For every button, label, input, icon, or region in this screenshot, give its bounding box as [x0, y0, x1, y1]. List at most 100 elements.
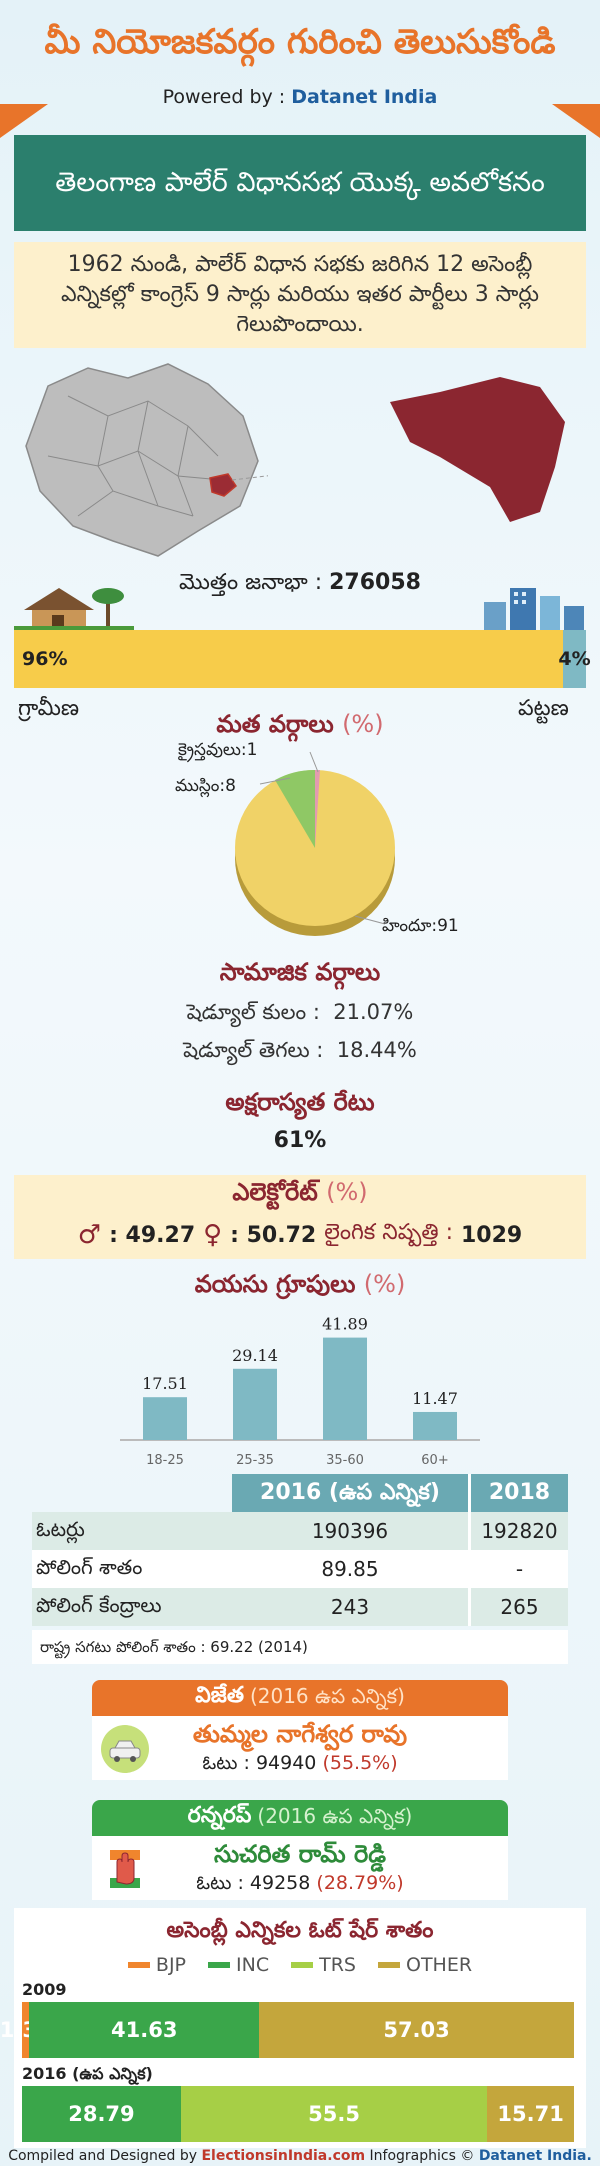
- female-pct: : 50.72: [230, 1222, 317, 1248]
- age-bar: [233, 1368, 277, 1440]
- legend-label: TRS: [319, 1954, 356, 1976]
- st-value: 18.44%: [336, 1038, 417, 1062]
- winner-header: విజేత (2016 ఉప ఎన్నిక): [92, 1680, 508, 1716]
- urban-bar-segment: 4%: [558, 630, 591, 688]
- state-average-note: రాష్ట్ర సగటు పోలింగ్ శాతం : 69.22 (2014): [32, 1630, 568, 1664]
- legend-swatch: [378, 1962, 400, 1968]
- legend-item: BJP: [127, 1954, 187, 1976]
- age-title: వయసు గ్రూపులు (%): [0, 1270, 600, 1304]
- footer-compiled: Compiled and Designed by: [8, 2148, 202, 2164]
- runner-up-title: రన్నరప్: [187, 1803, 252, 1828]
- row-value-2018: 192820: [468, 1512, 568, 1550]
- vote-share-bar-2016: 28.79 55.5 15.71: [22, 2086, 574, 2142]
- electorate-panel: [14, 1175, 586, 1259]
- age-category-label: 35-60: [326, 1453, 364, 1468]
- population-bar: 96% 4%: [14, 630, 591, 688]
- legend-swatch: [208, 1962, 231, 1968]
- age-bar-value: 17.51: [142, 1374, 188, 1393]
- table-col-2018: 2018: [468, 1474, 568, 1512]
- urban-pct: 4%: [558, 648, 591, 670]
- winner-body: తుమ్మల నాగేశ్వర రావు ఓటు : 94940 (55.5%): [92, 1716, 508, 1780]
- vote-share-segment: 41.63: [29, 2002, 260, 2058]
- vote-share-segment: 28.79: [22, 2086, 181, 2142]
- age-category-label: 60+: [421, 1453, 448, 1468]
- age-unit: (%): [363, 1270, 406, 1298]
- sex-ratio-value: 1029: [460, 1222, 523, 1248]
- row-value-2016: 243: [330, 1595, 370, 1619]
- state-map: [25, 363, 268, 557]
- car-icon: [101, 1725, 149, 1773]
- religion-title-text: మత వర్గాలు: [216, 710, 334, 738]
- year-2009-label: 2009: [22, 1980, 67, 1999]
- corner-decoration-left: [0, 104, 48, 138]
- row-value-2016: 89.85: [321, 1557, 379, 1581]
- constituency-map: [390, 377, 565, 522]
- page-title: మీ నియోజకవర్గం గురించి తెలుసుకోండి: [44, 22, 556, 62]
- age-bar: [413, 1411, 457, 1440]
- row-value-2016: 190396: [311, 1519, 389, 1543]
- literacy-value: 61%: [273, 1128, 327, 1153]
- winner-name: తుమ్మల నాగేశ్వర రావు: [192, 1720, 408, 1748]
- city-icon: [484, 588, 584, 630]
- table-header: 2016 (ఉప ఎన్నిక) 2018: [32, 1474, 568, 1512]
- legend-swatch: [127, 1962, 150, 1968]
- age-bar-value: 29.14: [232, 1346, 278, 1365]
- footer-elections-in-india: ElectionsinIndia.com: [201, 2148, 366, 2164]
- legend-label: OTHER: [406, 1954, 473, 1976]
- runner-up-votes: ఓటు : 49258 (28.79%): [92, 1872, 508, 1899]
- age-title-text: వయసు గ్రూపులు: [194, 1270, 356, 1298]
- corner-decoration-right: [552, 104, 600, 138]
- table-col-2016: 2016 (ఉప ఎన్నిక): [232, 1474, 468, 1512]
- legend-label: BJP: [155, 1954, 187, 1976]
- vote-share-legend: BJP INC TRS OTHER: [0, 1954, 600, 1976]
- table-row: పోలింగ్ కేంద్రాలు 243 265: [32, 1588, 568, 1626]
- male-icon: ♂: [77, 1220, 102, 1250]
- religion-unit: (%): [342, 710, 384, 738]
- winner-votes-count: ఓటు : 94940: [202, 1752, 317, 1774]
- electorate-stats: ♂ : 49.27 ♀ : 50.72 లైంగిక నిష్పత్తి : 1…: [0, 1220, 600, 1250]
- religion-pie-chart: [235, 751, 395, 936]
- constituency-highlight: [209, 473, 237, 497]
- legend-item: INC: [208, 1954, 269, 1976]
- table-row: పోలింగ్ శాతం 89.85 -: [32, 1550, 568, 1588]
- runner-up-card: రన్నరప్ (2016 ఉప ఎన్నిక) సుచరిత రామ్ రెడ్…: [92, 1800, 508, 1900]
- footer-datanet: Datanet India.: [478, 2148, 592, 2164]
- footer-infographics: Infographics ©: [365, 2148, 479, 2164]
- hut-icon: [14, 588, 134, 630]
- voter-stats-table: 2016 (ఉప ఎన్నిక) 2018 ఓటర్లు 190396 1928…: [32, 1474, 568, 1626]
- christian-label: క్రైస్తవులు:1: [178, 740, 258, 760]
- winner-title: విజేత: [195, 1683, 244, 1708]
- electorate-title: ఎలెక్టోరేట్ (%): [0, 1178, 600, 1212]
- rural-label: గ్రామీణ: [18, 696, 80, 721]
- age-bar-value: 41.89: [322, 1315, 368, 1334]
- legend-item: TRS: [291, 1954, 356, 1976]
- legend-label: INC: [236, 1954, 270, 1976]
- sex-ratio-label: లైంగిక నిష్పత్తి :: [324, 1220, 453, 1245]
- electorate-unit: (%): [326, 1178, 368, 1206]
- winner-card: విజేత (2016 ఉప ఎన్నిక) తుమ్మల నాగేశ్వర రా…: [92, 1680, 508, 1780]
- electorate-title-text: ఎలెక్టోరేట్: [232, 1178, 318, 1206]
- legend-item: OTHER: [378, 1954, 472, 1976]
- population-total: మొత్తం జనాభా : 276058: [0, 570, 600, 600]
- age-bar: [323, 1337, 367, 1440]
- runner-up-name: సుచరిత రామ్ రెడ్డి: [213, 1840, 386, 1868]
- powered-by: Powered by : Datanet India: [0, 86, 600, 108]
- hindu-label: హిందూ:91: [382, 916, 459, 936]
- st-label: షెడ్యూల్ తెగలు :: [183, 1038, 324, 1062]
- age-bar: [143, 1397, 187, 1440]
- rural-bar-segment: 96%: [14, 630, 564, 688]
- row-label: పోలింగ్ శాతం: [36, 1554, 143, 1579]
- muslim-label: ముస్లిం:8: [175, 776, 236, 796]
- row-label: ఓటర్లు: [36, 1516, 85, 1541]
- urban-label: పట్టణ: [518, 696, 569, 721]
- runner-up-votes-count: ఓటు : 49258: [196, 1872, 311, 1894]
- population-value: 276058: [329, 570, 421, 595]
- male-pct: : 49.27: [109, 1222, 196, 1248]
- pie-slice-christian: [315, 769, 320, 848]
- female-icon: ♀: [203, 1220, 223, 1250]
- runner-up-votes-pct: (28.79%): [316, 1872, 404, 1894]
- row-value-2018: 265: [468, 1588, 568, 1626]
- age-bar-chart: 17.51 18-25 29.14 25-35 41.89 35-60 11.47 60+: [120, 1315, 480, 1468]
- age-bar-value: 11.47: [412, 1389, 458, 1408]
- hand-icon: [110, 1850, 140, 1888]
